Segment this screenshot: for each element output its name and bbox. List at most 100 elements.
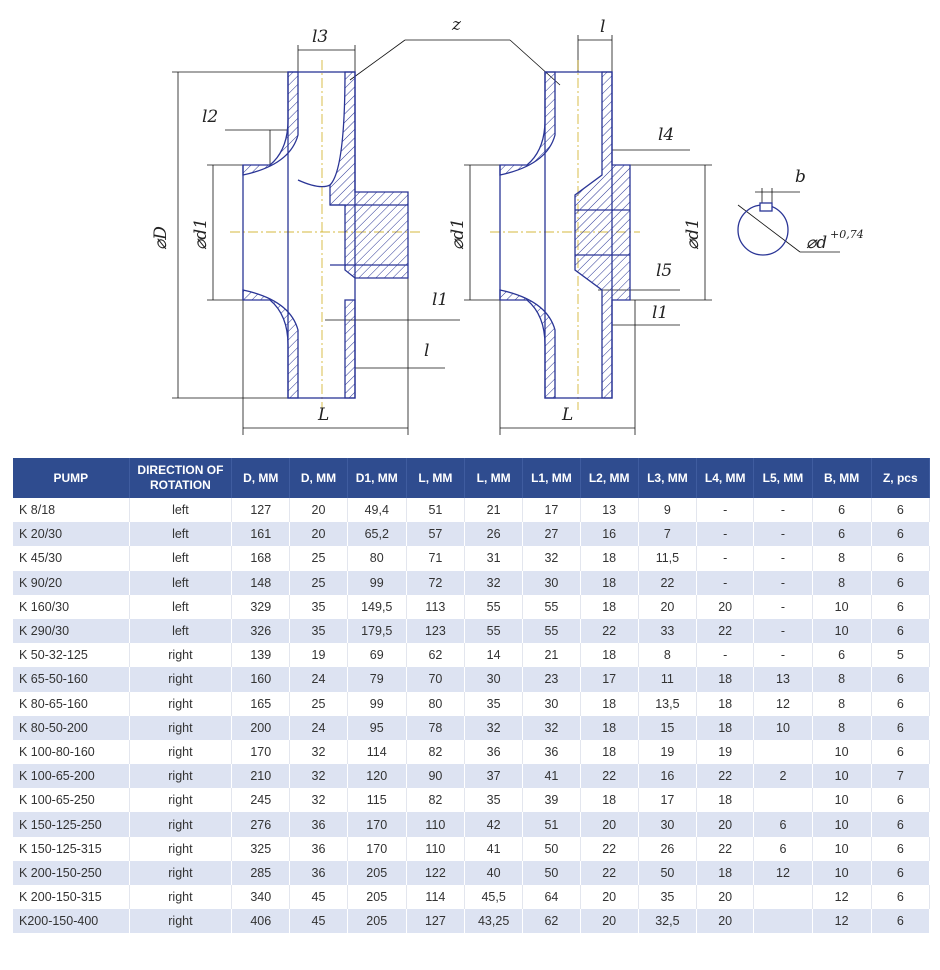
table-cell: 22 <box>580 836 639 861</box>
table-cell: 33 <box>638 618 698 644</box>
pump-model-cell: K200-150-400 <box>13 909 130 934</box>
table-cell: 18 <box>580 570 639 595</box>
table-cell: 80 <box>347 546 407 571</box>
table-cell: 179,5 <box>347 618 407 644</box>
table-cell: 22 <box>696 618 755 644</box>
column-header: L3, MM <box>638 458 698 498</box>
table-cell: 19 <box>289 643 348 668</box>
table-cell: 20 <box>696 812 755 837</box>
pump-model-cell: K 200-150-315 <box>13 885 130 910</box>
table-cell: 114 <box>406 885 466 910</box>
table-cell: 39 <box>522 788 581 813</box>
table-cell: 2 <box>753 764 813 789</box>
table-row: K 160/30 left 329 35 149,5 113 55 55 18 20 20-10 6 <box>13 594 931 619</box>
table-cell: 11 <box>638 667 698 692</box>
table-cell: - <box>696 498 755 523</box>
table-cell: 82 <box>406 788 466 813</box>
table-cell: 149,5 <box>347 594 407 619</box>
table-cell: 205 <box>347 885 407 910</box>
table-cell: 78 <box>406 715 466 740</box>
table-cell: 161 <box>231 522 291 547</box>
table-cell: right <box>129 764 233 789</box>
table-cell: 6 <box>871 812 931 837</box>
label-l4: l4 <box>658 125 674 145</box>
table-cell: 6 <box>812 498 872 523</box>
table-cell: 41 <box>522 764 581 789</box>
pump-model-cell: K 20/30 <box>13 522 130 547</box>
table-cell: 18 <box>580 691 639 716</box>
table-cell: 35 <box>464 691 524 716</box>
table-cell: 35 <box>464 788 524 813</box>
table-cell: 6 <box>753 836 813 861</box>
table-cell: 18 <box>696 860 755 885</box>
table-cell: 31 <box>464 546 524 571</box>
table-cell: 30 <box>638 812 698 837</box>
column-header: D, MM <box>289 458 348 498</box>
table-cell: 35 <box>289 594 348 619</box>
table-cell: 32 <box>522 715 581 740</box>
table-cell: 18 <box>580 594 639 619</box>
table-cell: - <box>753 570 813 595</box>
table-cell: 6 <box>753 812 813 837</box>
table-cell: right <box>129 643 233 668</box>
table-cell: 285 <box>231 860 291 885</box>
table-cell: 72 <box>406 570 466 595</box>
table-cell: 122 <box>406 860 466 885</box>
table-cell: - <box>696 522 755 547</box>
pump-model-cell: K 100-65-250 <box>13 788 130 813</box>
table-cell: 26 <box>464 522 524 547</box>
table-cell: 20 <box>696 909 755 934</box>
label-d1-right: ⌀d1 <box>683 218 703 250</box>
table-cell: 20 <box>580 909 639 934</box>
table-cell: 170 <box>347 836 407 861</box>
table-cell: right <box>129 909 233 934</box>
table-cell: 205 <box>347 860 407 885</box>
pump-model-cell: K 80-50-200 <box>13 715 130 740</box>
table-cell: 25 <box>289 570 348 595</box>
pump-model-cell: K 150-125-250 <box>13 812 130 837</box>
table-cell: 7 <box>871 764 931 789</box>
table-cell: 36 <box>289 860 348 885</box>
table-cell: 14 <box>464 643 524 668</box>
table-cell: 8 <box>812 570 872 595</box>
table-cell: 6 <box>871 788 931 813</box>
table-cell: 18 <box>580 546 639 571</box>
table-cell: 79 <box>347 667 407 692</box>
table-cell: 13,5 <box>638 691 698 716</box>
table-cell: 115 <box>347 788 407 813</box>
table-cell: 127 <box>231 498 291 523</box>
table-cell: 32 <box>464 570 524 595</box>
table-cell: 21 <box>464 498 524 523</box>
table-cell: 10 <box>812 860 872 885</box>
table-cell: 6 <box>871 836 931 861</box>
table-cell: 64 <box>522 885 581 910</box>
table-cell: 114 <box>347 739 407 765</box>
column-header: L5, MM <box>753 458 813 498</box>
table-cell: 17 <box>638 788 698 813</box>
table-cell: 32 <box>464 715 524 740</box>
label-l3: l3 <box>312 27 328 47</box>
column-header: L1, MM <box>522 458 581 498</box>
table-cell: 20 <box>289 522 348 547</box>
table-cell: 18 <box>696 691 755 716</box>
impeller-dimensions-table: PUMP DIRECTION OF ROTATION D, MM D, MM D1, M… <box>13 458 931 934</box>
table-cell: 55 <box>464 594 524 619</box>
table-cell: 95 <box>347 715 407 740</box>
table-cell: 6 <box>871 715 931 740</box>
table-cell: 329 <box>231 594 291 619</box>
table-cell: 13 <box>753 667 813 692</box>
table-cell: 113 <box>406 594 466 619</box>
table-cell: 6 <box>871 498 931 523</box>
pump-model-cell: K 8/18 <box>13 498 130 523</box>
table-cell: 55 <box>522 594 581 619</box>
table-row: K 8/18 left 127 20 49,4 51 21 17 13 9- -6 6 <box>13 498 931 523</box>
table-row: K 80-65-160 right 165 25 99 80 35 30 18 13,5 18 12 8… <box>13 691 931 716</box>
table-cell: 50 <box>638 860 698 885</box>
table-cell: 22 <box>696 764 755 789</box>
column-header: B, MM <box>812 458 872 498</box>
table-cell: - <box>753 618 813 644</box>
table-cell: 6 <box>871 522 931 547</box>
table-cell: 12 <box>753 860 813 885</box>
table-cell: right <box>129 667 233 692</box>
table-cell: right <box>129 788 233 813</box>
